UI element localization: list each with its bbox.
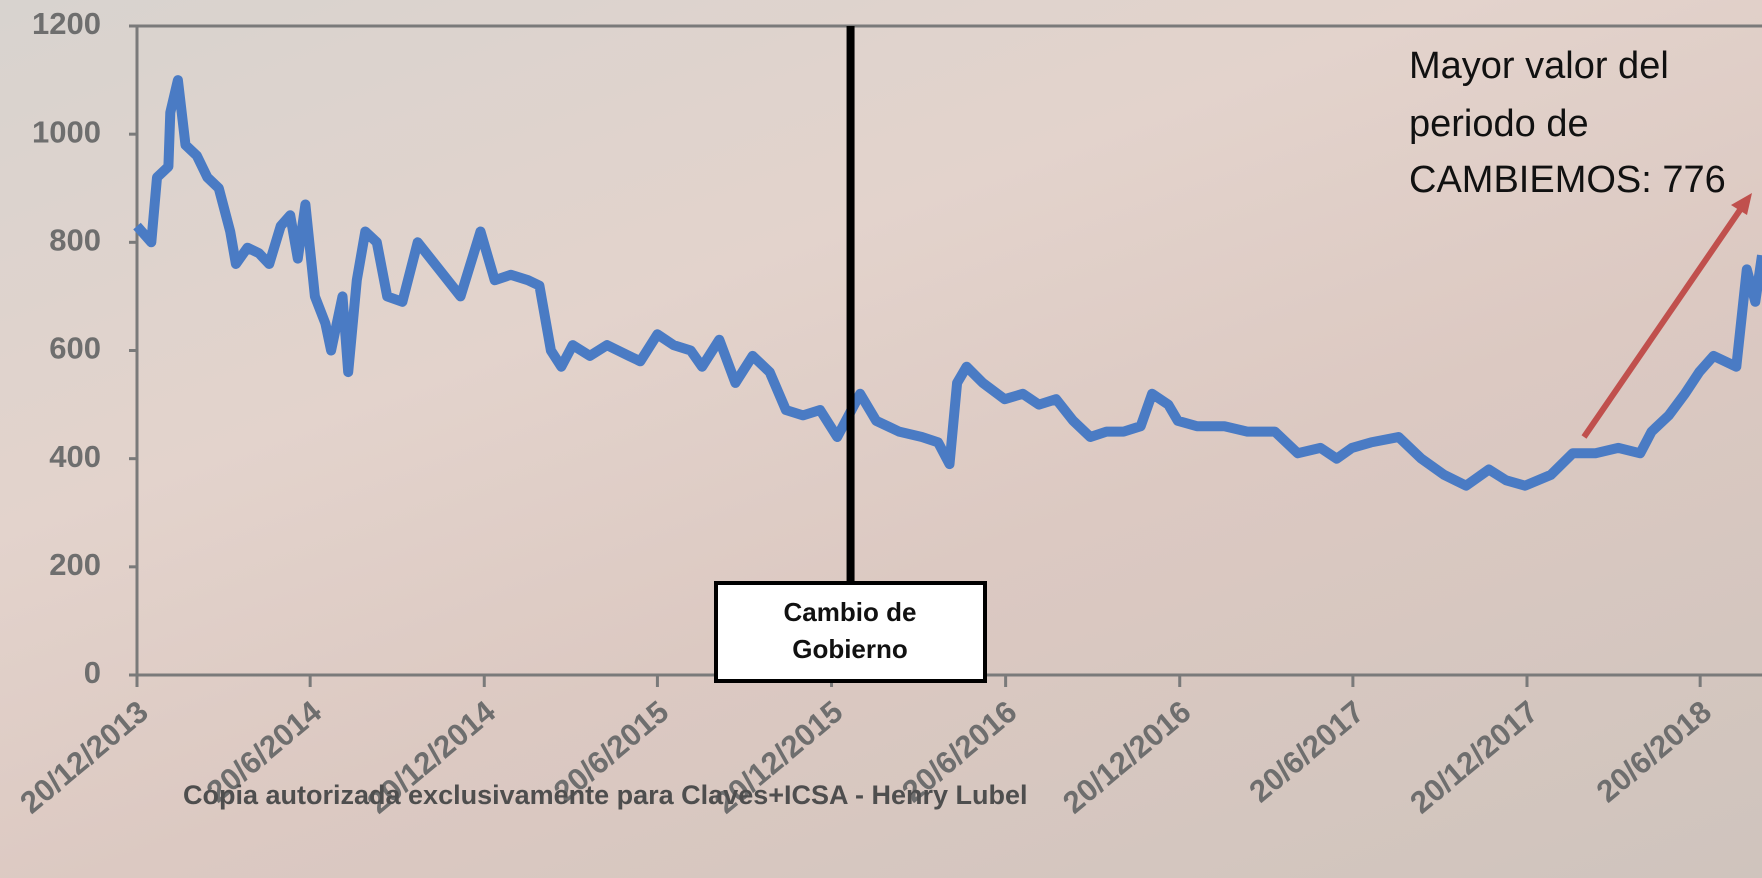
x-tick-label: 20/12/2013 — [13, 694, 154, 821]
annotation-arrow — [1581, 208, 1743, 439]
x-tick-label: 20/12/2016 — [1056, 694, 1197, 821]
x-tick-label: 20/6/2017 — [1243, 694, 1371, 809]
y-tick-label: 1200 — [32, 6, 101, 41]
arrow-head — [1731, 193, 1752, 215]
annotation-line: Cambio de — [784, 597, 917, 627]
annotation-line: CAMBIEMOS: 776 — [1409, 159, 1726, 201]
y-tick-label: 1000 — [32, 114, 101, 149]
y-tick-label: 800 — [49, 223, 101, 258]
x-tick-label: 20/12/2017 — [1403, 694, 1544, 821]
annotation-line: Gobierno — [792, 634, 908, 664]
data-line — [133, 75, 1762, 491]
y-tick-label: 400 — [49, 439, 101, 474]
y-tick-label: 0 — [84, 655, 101, 690]
y-tick-label: 200 — [49, 547, 101, 582]
y-tick-label: 600 — [49, 331, 101, 366]
watermark: Copia autorizada exclusivamente para Cla… — [183, 780, 1028, 810]
annotation-line: Mayor valor del — [1409, 45, 1669, 87]
annotation-line: periodo de — [1409, 103, 1589, 145]
x-tick-label: 20/6/2018 — [1590, 694, 1718, 809]
annotation-box — [714, 581, 987, 683]
